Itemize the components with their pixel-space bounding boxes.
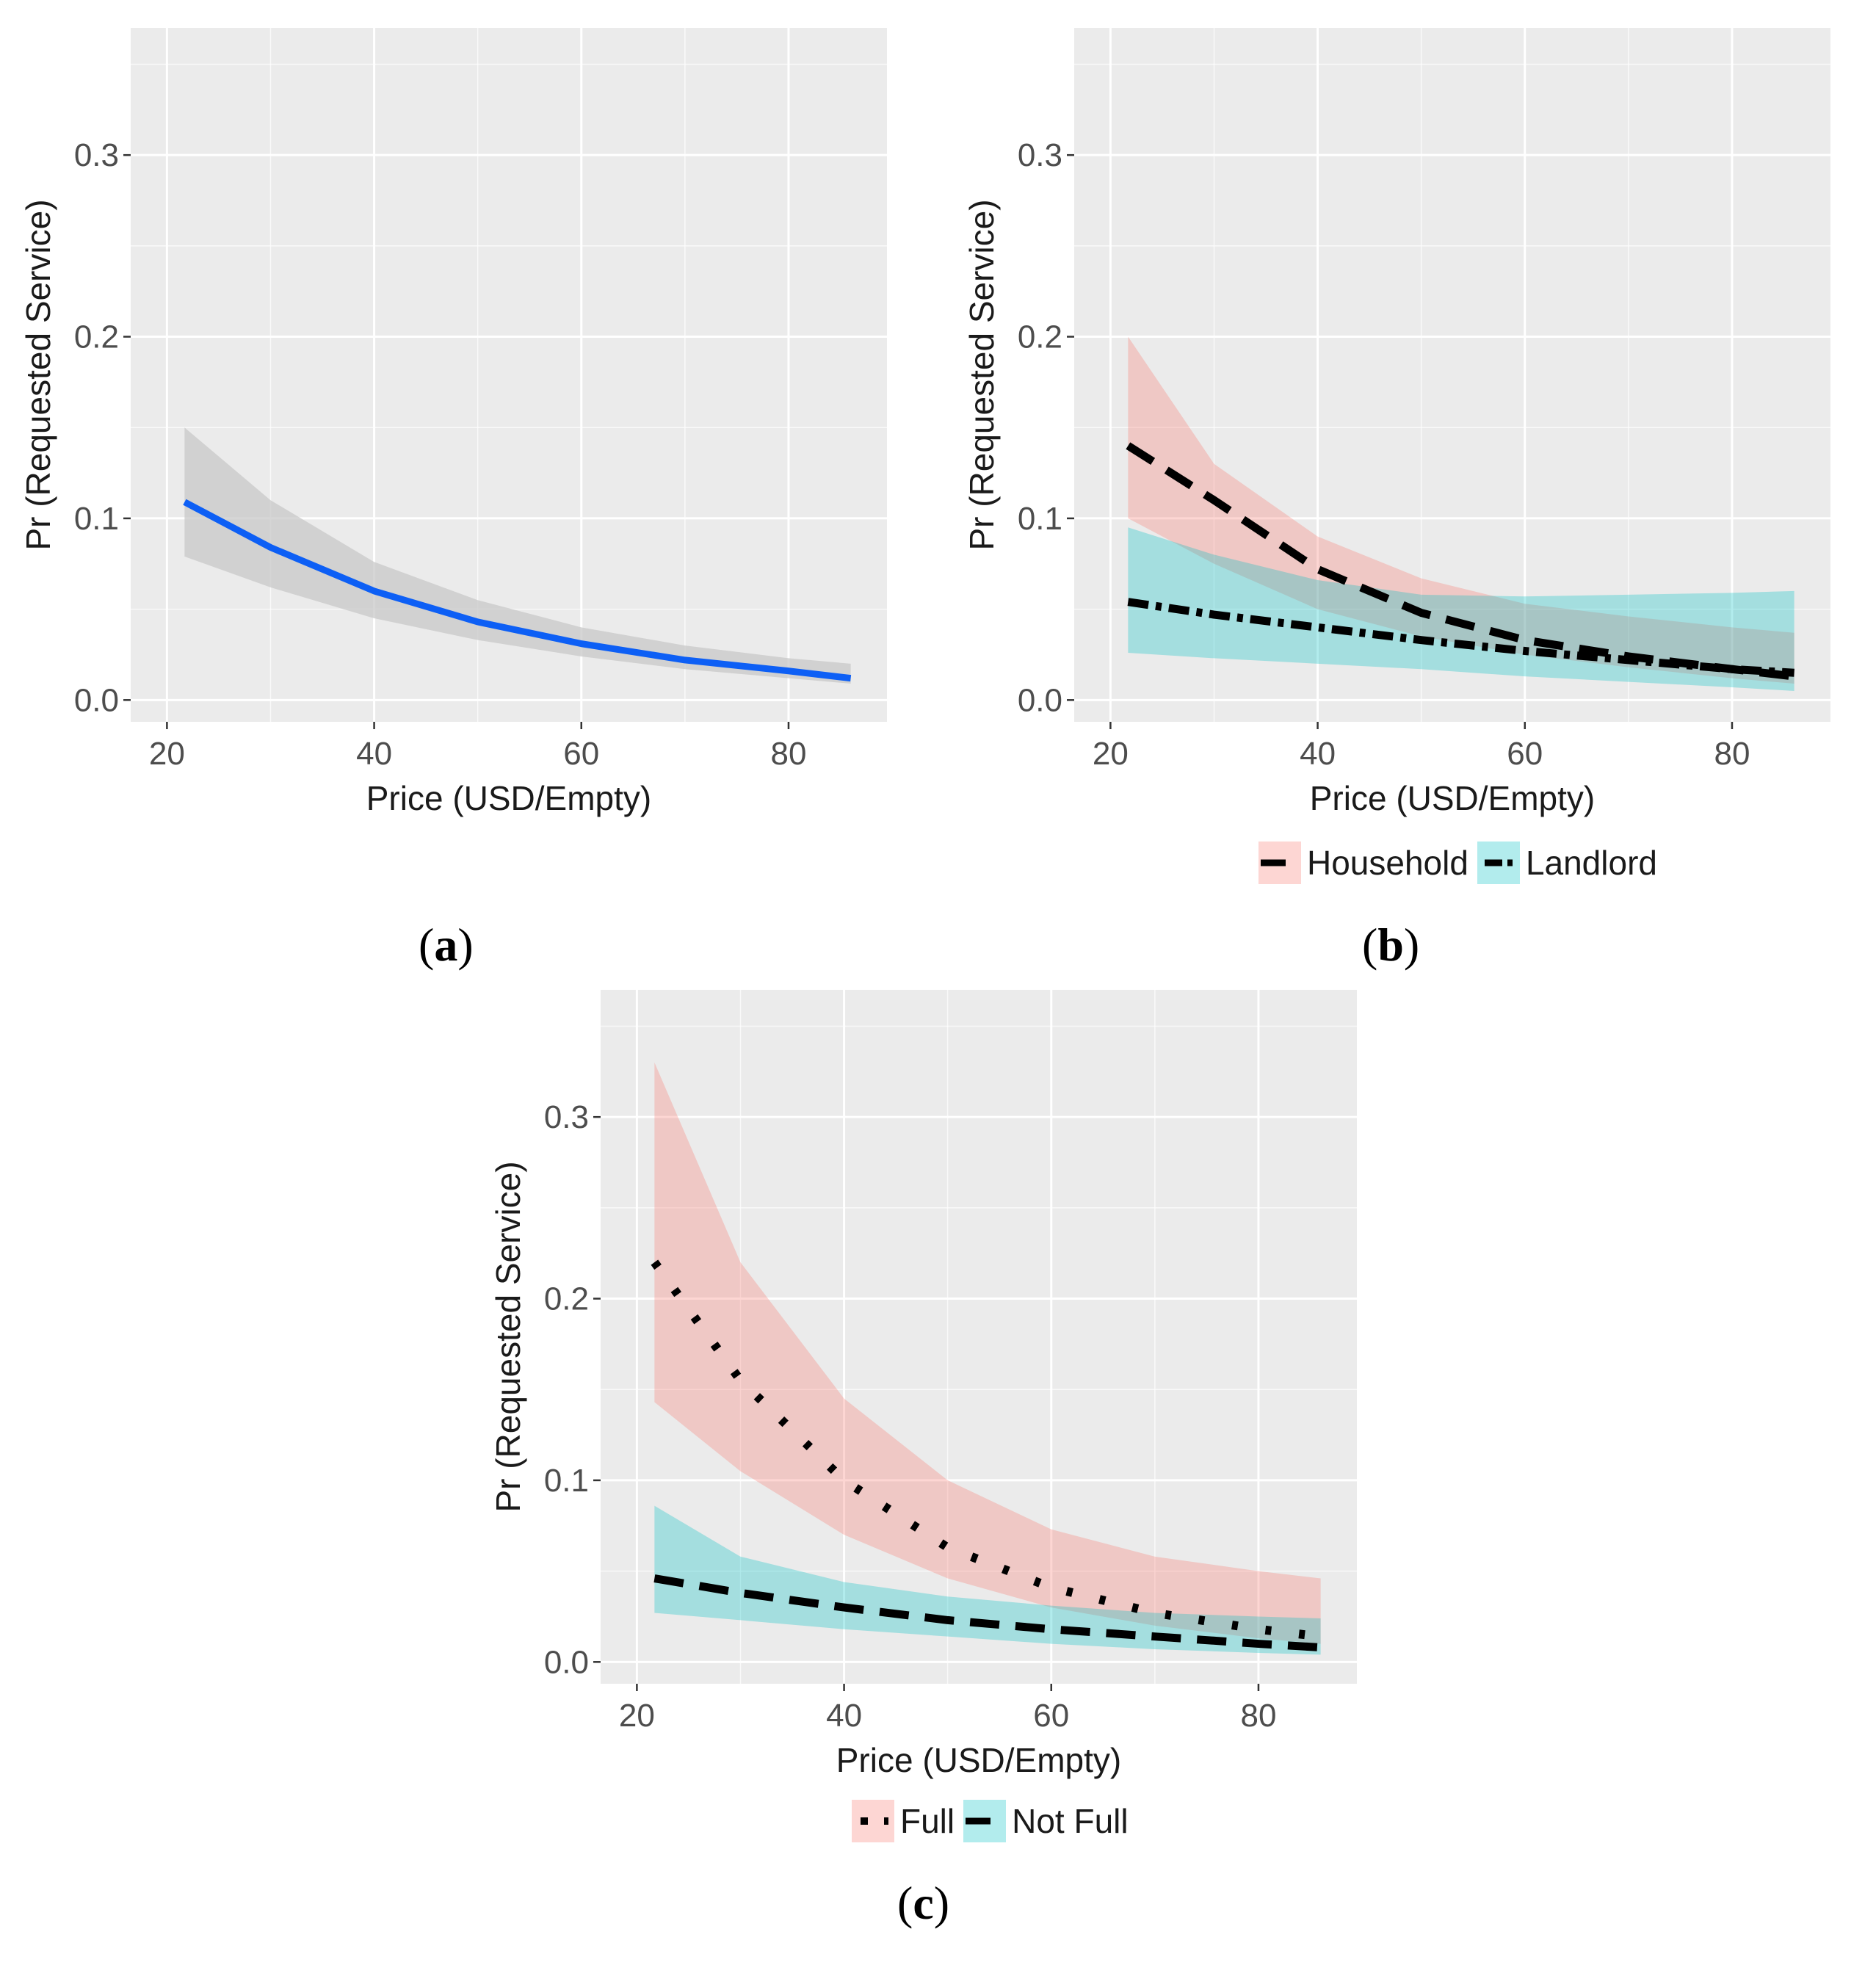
y-tick-label: 0.0: [1018, 682, 1062, 718]
y-tick-label: 0.1: [74, 501, 119, 537]
series-line-pr: [183, 499, 852, 682]
legend-label-full: Full: [900, 1802, 955, 1840]
x-axis-label: Price (USD/Empty): [836, 1741, 1121, 1779]
x-tick-label: 40: [826, 1698, 862, 1734]
legend-b: Household Landlord: [1258, 837, 1666, 889]
legend-key-landlord: [1477, 842, 1520, 884]
legend-key-not-full: [963, 1800, 1007, 1842]
x-tick-label: 40: [1300, 736, 1336, 772]
legend-item-not-full: Not Full: [963, 1800, 1129, 1842]
x-tick-label: 20: [149, 736, 185, 772]
x-tick-label: 80: [770, 736, 806, 772]
x-axis-label: Price (USD/Empty): [1310, 779, 1595, 817]
y-tick-label: 0.2: [544, 1281, 589, 1317]
panel-label-a: (a): [419, 919, 474, 971]
y-tick-label: 0.0: [544, 1644, 589, 1680]
y-tick-label: 0.3: [74, 137, 119, 173]
plot-panel-c: [601, 990, 1357, 1684]
series-line-not-full: [653, 1574, 1321, 1652]
confidence-band-not-full: [654, 1505, 1321, 1655]
y-axis-label: Pr (Requested Service): [489, 1161, 527, 1512]
panel-label-b: (b): [1362, 919, 1420, 971]
panel-label-c: (c): [897, 1877, 950, 1929]
legend-c: Full Not Full: [852, 1795, 1137, 1847]
x-tick-label: 60: [563, 736, 599, 772]
plot-panel-b: [1074, 28, 1830, 722]
y-tick-label: 0.3: [544, 1099, 589, 1135]
legend-label-landlord: Landlord: [1525, 844, 1657, 882]
legend-item-household: Household: [1258, 842, 1468, 884]
series-line-landlord: [1127, 598, 1794, 677]
y-tick-label: 0.3: [1018, 137, 1062, 173]
x-tick-label: 80: [1240, 1698, 1276, 1734]
confidence-band-full: [654, 1062, 1321, 1644]
x-tick-label: 20: [619, 1698, 655, 1734]
confidence-band-landlord: [1128, 527, 1794, 691]
y-tick-label: 0.2: [74, 319, 119, 355]
x-tick-label: 60: [1507, 736, 1543, 772]
x-tick-label: 80: [1714, 736, 1750, 772]
x-tick-label: 60: [1033, 1698, 1069, 1734]
legend-label-not-full: Not Full: [1012, 1802, 1129, 1840]
chart-b: 20 40 60 80 0.0 0.1 0.2 0.3 Price (USD/Empty) Pr …: [963, 28, 1830, 817]
legend-key-household: [1258, 842, 1301, 884]
y-tick-label: 0.2: [1018, 319, 1062, 355]
plot-panel-a: [131, 28, 887, 722]
series-line-full: [651, 1259, 1322, 1641]
y-axis-label: Pr (Requested Service): [963, 199, 1001, 550]
x-tick-label: 40: [356, 736, 392, 772]
y-tick-label: 0.0: [74, 682, 119, 718]
chart-a: 20 40 60 80 0.0 0.1 0.2 0.3 Price (USD/Empty) Pr …: [19, 28, 887, 817]
confidence-band-household: [1128, 336, 1794, 684]
legend-item-landlord: Landlord: [1477, 842, 1657, 884]
y-tick-label: 0.1: [1018, 501, 1062, 537]
chart-c: 20 40 60 80 0.0 0.1 0.2 0.3 Price (USD/Empty) Pr …: [489, 990, 1357, 1779]
y-axis-label: Pr (Requested Service): [19, 199, 57, 550]
legend-label-household: Household: [1307, 844, 1468, 882]
legend-key-full: [852, 1800, 894, 1842]
legend-item-full: Full: [852, 1800, 955, 1842]
y-tick-label: 0.1: [544, 1463, 589, 1499]
x-tick-label: 20: [1093, 736, 1129, 772]
x-axis-label: Price (USD/Empty): [366, 779, 651, 817]
